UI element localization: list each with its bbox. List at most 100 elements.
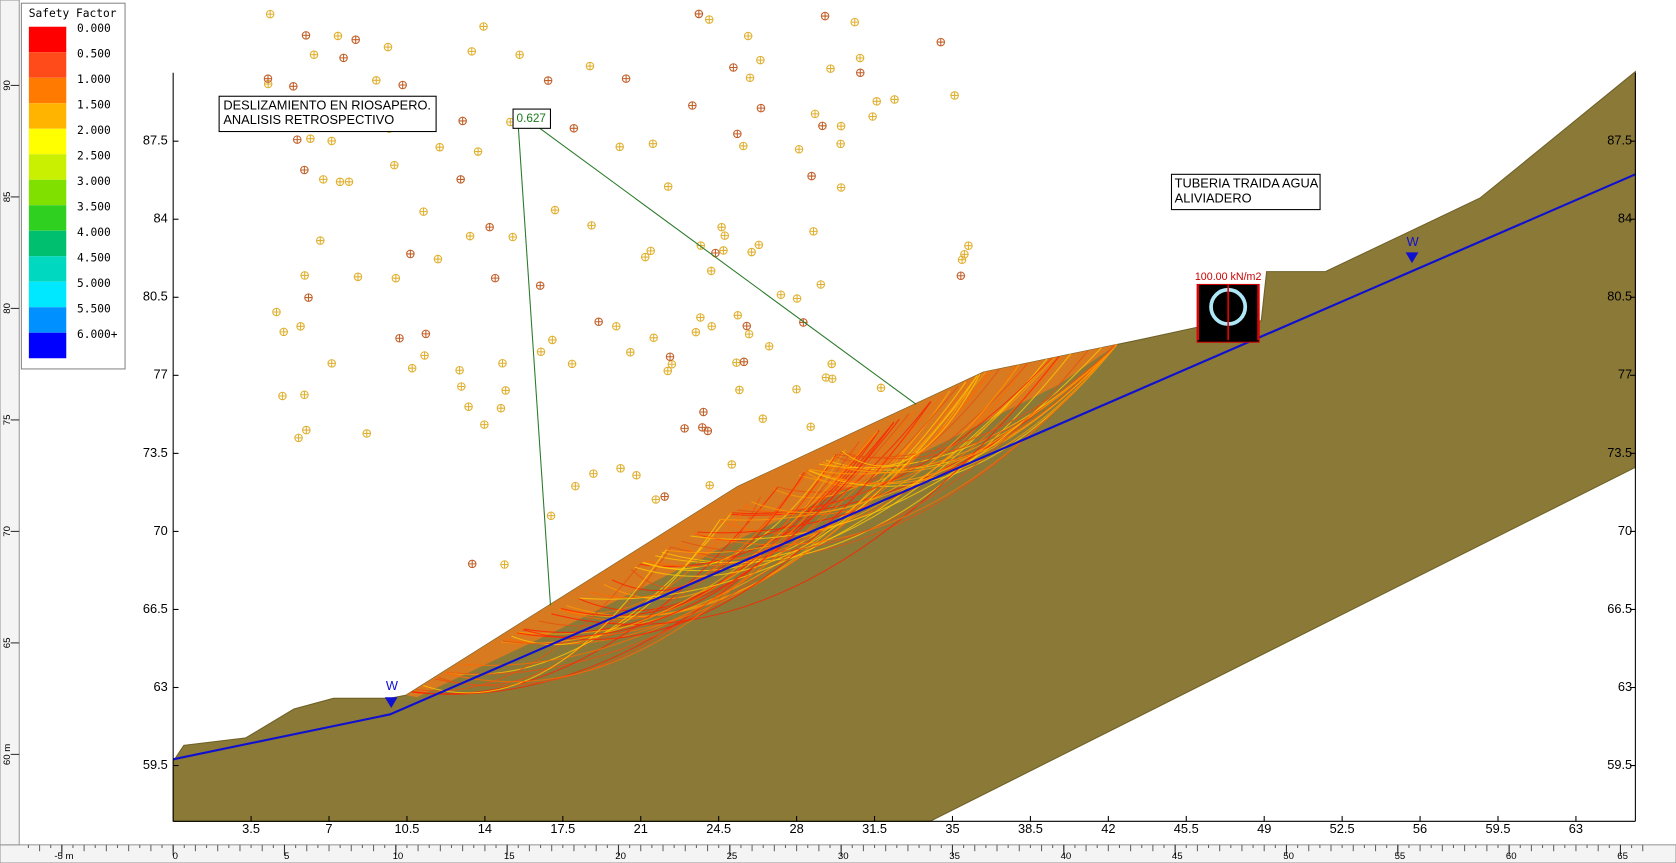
grid-center-cross (468, 47, 476, 56)
grid-center-cross (746, 74, 754, 82)
pipe-box (1170, 173, 1321, 211)
grid-center-cross (711, 249, 720, 257)
grid-center-cross (293, 135, 301, 144)
y-tick-label: 70 (154, 523, 168, 538)
legend-label: 3.000 (77, 175, 111, 188)
ruler-label: 25 (727, 851, 738, 862)
ruler-label: 60 m (2, 744, 13, 765)
legend-label: 2.500 (77, 149, 111, 162)
factor-box (512, 108, 552, 129)
grid-center-cross (500, 560, 509, 569)
load-arrows (1197, 284, 1259, 341)
grid-center-cross (547, 511, 555, 520)
grid-center-cross (408, 364, 416, 372)
grid-center-cross (872, 97, 881, 106)
grid-center-cross (666, 353, 674, 361)
legend-swatch (28, 256, 67, 282)
grid-center-cross (384, 43, 392, 51)
x-tick-label: 14 (478, 821, 492, 836)
grid-center-cross (806, 423, 815, 431)
y-tick-label: 84 (154, 211, 168, 226)
grid-center-cross (392, 274, 400, 282)
slip-surface (518, 371, 987, 635)
grid-center-cross (316, 236, 325, 245)
slip-surface (445, 434, 872, 683)
grid-center-cross (822, 373, 830, 382)
grid-center-cross (705, 481, 714, 490)
water-label: W (386, 678, 399, 693)
grid-center-cross (632, 471, 641, 479)
grid-center-cross (739, 142, 748, 150)
y-tick-label: 77 (154, 367, 168, 382)
legend-swatch (28, 26, 67, 53)
legend-label: 0.500 (77, 47, 111, 60)
legend-label: 1.500 (77, 98, 111, 111)
slip-surface (720, 344, 1118, 521)
ruler-label: 50 (1283, 851, 1294, 862)
grid-center-cross (664, 367, 672, 375)
grid-center-cross (793, 294, 801, 303)
grid-center-cross (279, 328, 288, 336)
x-tick-label: 42 (1101, 821, 1115, 836)
grid-center-cross (821, 12, 829, 20)
slip-surface (501, 430, 879, 644)
ruler-label: 45 (1172, 851, 1183, 862)
grid-center-cross (704, 427, 712, 435)
grid-center-cross (826, 64, 835, 73)
legend-swatch (28, 230, 67, 257)
x-tick-label: 28 (789, 821, 803, 836)
slip-surface (423, 549, 667, 694)
x-tick-label: 52.5 (1330, 821, 1355, 836)
legend-swatch (28, 281, 67, 308)
y-tick-label-right: 70 (1618, 523, 1632, 538)
x-tick-label: 59.5 (1486, 821, 1511, 836)
grid-center-cross (729, 63, 738, 72)
grid-center-cross (336, 178, 344, 186)
grid-center-cross (544, 76, 552, 85)
grid-center-cross (548, 336, 557, 344)
grid-center-cross (827, 360, 836, 368)
ruler-label: 65 (2, 638, 13, 649)
grid-center-cross (498, 359, 507, 367)
grid-center-cross (649, 139, 657, 148)
grid-center-cross (740, 358, 748, 366)
y-tick-label: 73.5 (143, 445, 168, 460)
grid-center-cross (668, 360, 676, 369)
grid-center-cross (707, 267, 715, 275)
grid-center-cross (395, 334, 404, 343)
grid-center-cross (756, 56, 765, 64)
grid-center-cross (950, 91, 959, 100)
ruler-label: 80 (2, 303, 13, 314)
grid-center-cross (354, 273, 362, 281)
pipe-line: ALIVIADERO (1175, 190, 1252, 205)
grid-center-cross (272, 308, 281, 316)
slip-surface (551, 356, 1060, 625)
grid-center-cross (304, 293, 313, 302)
grid-centers (263, 9, 973, 569)
y-tick-label-right: 59.5 (1607, 757, 1632, 772)
grid-center-cross (334, 32, 342, 40)
slip-surface (559, 452, 840, 621)
ruler-label: 65 (1617, 851, 1628, 862)
grid-center-cross (306, 134, 315, 143)
ruler-label: 60 (1506, 851, 1517, 862)
y-tick-label-right: 77 (1618, 367, 1632, 382)
x-tick-label: 17.5 (550, 821, 575, 836)
water-marker (1405, 252, 1419, 264)
ruler-label: 30 (838, 851, 849, 862)
grid-center-cross (850, 18, 859, 26)
grid-center-cross (747, 248, 756, 256)
grid-center-cross (420, 351, 429, 360)
slip-surface (578, 454, 837, 612)
x-tick-label: 24.5 (706, 821, 731, 836)
grid-center-cross (266, 10, 274, 18)
grid-center-cross (699, 408, 708, 416)
grid-center-cross (435, 143, 444, 151)
grid-center-cross (664, 182, 672, 191)
grid-center-cross (732, 358, 741, 367)
grid-center-cross (696, 313, 705, 322)
grid-center-cross (641, 253, 649, 261)
grid-center-cross (594, 318, 603, 326)
grid-center-cross (264, 74, 272, 83)
